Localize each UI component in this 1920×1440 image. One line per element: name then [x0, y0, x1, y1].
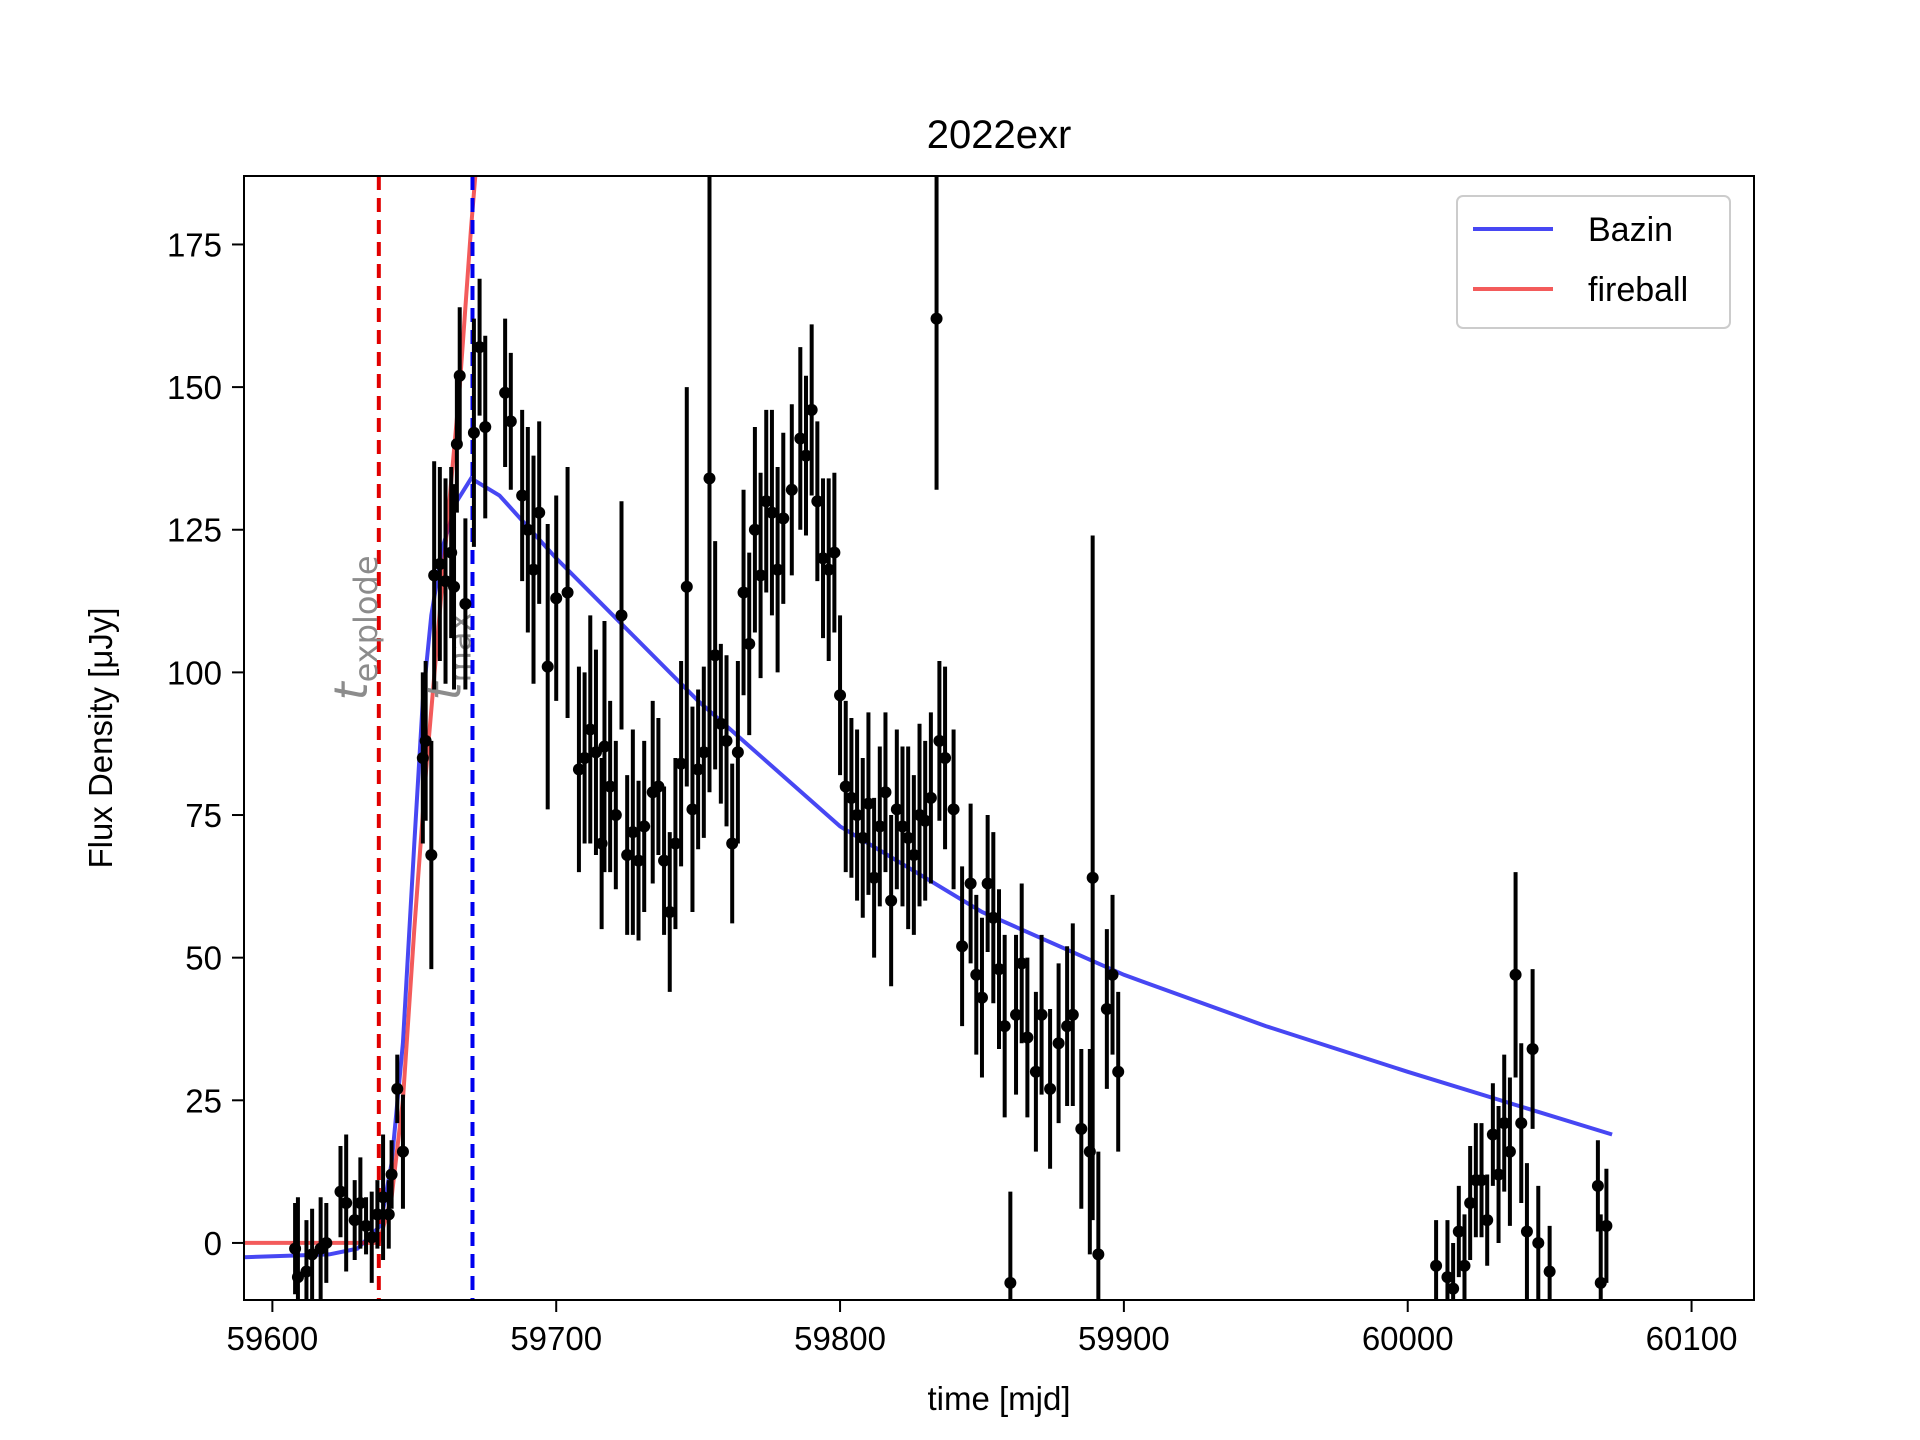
data-point-107: [956, 940, 968, 952]
data-point-60: [681, 581, 693, 593]
data-point-127: [1087, 872, 1099, 884]
y-tick-label-7: 175: [167, 226, 222, 263]
data-point-151: [1592, 1180, 1604, 1192]
data-point-145: [1510, 969, 1522, 981]
y-tick-label-2: 50: [185, 940, 222, 977]
data-point-140: [1481, 1214, 1493, 1226]
y-tick-label-5: 125: [167, 512, 222, 549]
legend-bazin-label: Bazin: [1588, 211, 1673, 249]
data-point-15: [386, 1168, 398, 1180]
data-point-17: [397, 1146, 409, 1158]
data-point-25: [448, 581, 460, 593]
data-point-132: [1430, 1260, 1442, 1272]
data-point-149: [1532, 1237, 1544, 1249]
data-point-128: [1092, 1248, 1104, 1260]
x-axis-title: time [mjd]: [927, 1380, 1070, 1417]
y-axis-title: Flux Density [μJy]: [82, 607, 119, 868]
data-point-106: [948, 803, 960, 815]
data-point-39: [550, 592, 562, 604]
data-point-148: [1527, 1043, 1539, 1055]
data-point-37: [533, 507, 545, 519]
data-point-14: [383, 1208, 395, 1220]
legend: Bazin fireball: [1457, 196, 1730, 328]
data-point-28: [459, 598, 471, 610]
data-point-124: [1067, 1009, 1079, 1021]
data-point-118: [1021, 1032, 1033, 1044]
x-tick-label-2: 59800: [794, 1320, 886, 1357]
y-tick-label-4: 100: [167, 654, 222, 691]
y-tick-label-1: 25: [185, 1082, 222, 1119]
t-explode-label-sub: explode: [347, 555, 385, 682]
data-point-5: [320, 1237, 332, 1249]
data-point-85: [828, 547, 840, 559]
data-point-78: [786, 484, 798, 496]
data-point-94: [879, 786, 891, 798]
y-axis: 0 25 50 75 100 125 150 175: [167, 226, 244, 1261]
t-explode-label-base: t: [324, 680, 378, 700]
data-point-48: [610, 809, 622, 821]
data-point-150: [1544, 1265, 1556, 1277]
data-point-16: [391, 1083, 403, 1095]
t-explode-label: texplode: [324, 555, 385, 700]
x-tick-label-0: 59600: [227, 1320, 319, 1357]
data-point-146: [1515, 1117, 1527, 1129]
data-point-53: [638, 820, 650, 832]
data-point-33: [505, 415, 517, 427]
data-point-108: [965, 877, 977, 889]
data-point-125: [1075, 1123, 1087, 1135]
data-point-64: [703, 472, 715, 484]
data-point-102: [925, 792, 937, 804]
data-point-7: [340, 1197, 352, 1209]
x-tick-label-1: 59700: [510, 1320, 602, 1357]
data-point-31: [479, 421, 491, 433]
data-point-38: [542, 661, 554, 673]
data-point-69: [732, 746, 744, 758]
data-point-49: [616, 609, 628, 621]
data-point-130: [1107, 969, 1119, 981]
x-tick-label-5: 60100: [1646, 1320, 1738, 1357]
data-point-115: [1004, 1277, 1016, 1289]
data-point-153: [1600, 1220, 1612, 1232]
legend-fireball-label: fireball: [1588, 271, 1688, 309]
data-point-110: [976, 992, 988, 1004]
data-point-95: [885, 895, 897, 907]
data-point-103: [931, 313, 943, 325]
y-tick-label-0: 0: [204, 1225, 222, 1262]
data-point-114: [999, 1020, 1011, 1032]
data-point-144: [1504, 1146, 1516, 1158]
data-point-136: [1458, 1260, 1470, 1272]
x-tick-label-3: 59900: [1078, 1320, 1170, 1357]
chart-title: 2022exr: [927, 113, 1072, 157]
data-point-86: [834, 689, 846, 701]
data-point-67: [721, 735, 733, 747]
data-point-71: [743, 638, 755, 650]
data-point-77: [777, 512, 789, 524]
data-point-27: [454, 370, 466, 382]
data-point-105: [939, 752, 951, 764]
data-point-120: [1036, 1009, 1048, 1021]
data-point-40: [562, 587, 574, 599]
y-tick-label-6: 150: [167, 369, 222, 406]
data-point-147: [1521, 1226, 1533, 1238]
data-point-122: [1053, 1037, 1065, 1049]
data-point-29: [468, 427, 480, 439]
data-point-121: [1044, 1083, 1056, 1095]
data-point-131: [1112, 1066, 1124, 1078]
x-tick-label-4: 60000: [1362, 1320, 1454, 1357]
data-point-20: [425, 849, 437, 861]
data-point-81: [806, 404, 818, 416]
data-point-134: [1447, 1283, 1459, 1295]
x-axis: 59600 59700 59800 59900 60000 60100: [227, 1300, 1738, 1357]
y-tick-label-3: 75: [185, 797, 222, 834]
